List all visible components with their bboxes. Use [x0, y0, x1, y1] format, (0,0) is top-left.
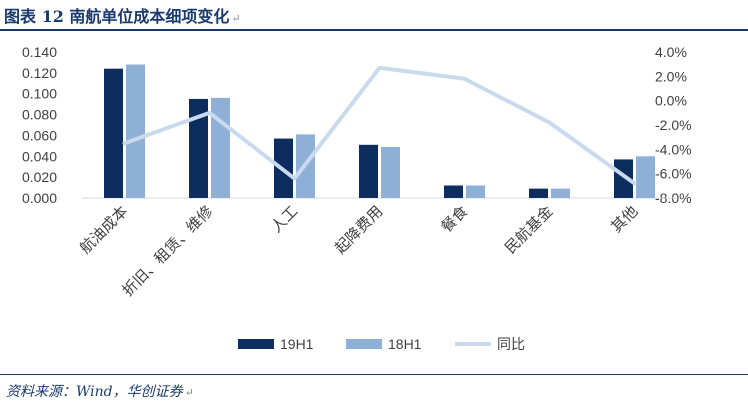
y-axis-left: 0.000 0.020 0.040 0.060 0.080 0.100 0.120 0.140	[22, 44, 57, 206]
y-left-tick-label: 0.100	[22, 86, 57, 102]
title-bar: 图表 12 南航单位成本细项变化 ↵	[0, 0, 748, 31]
bar-18h1	[466, 185, 485, 198]
y-right-tick-label: 2.0%	[655, 68, 687, 84]
x-category-label: 折旧、租赁、维修	[119, 202, 217, 300]
bar-19h1	[444, 185, 463, 198]
bar-19h1	[614, 159, 633, 198]
bar-19h1	[359, 144, 378, 198]
y-left-tick-label: 0.020	[22, 169, 57, 185]
y-left-tick-label: 0.060	[22, 127, 57, 143]
x-category-label: 餐食	[437, 202, 471, 236]
legend: 19H1 18H1 同比	[238, 336, 525, 352]
bar-18h1	[126, 64, 145, 198]
x-category-label: 其他	[607, 202, 641, 236]
y-left-tick-label: 0.000	[22, 190, 57, 206]
footer-divider	[0, 374, 748, 375]
y-left-tick-label: 0.040	[22, 148, 57, 164]
chart-title: 图表 12 南航单位成本细项变化 ↵	[4, 3, 241, 27]
title-divider	[0, 29, 748, 31]
paragraph-mark-icon: ↵	[184, 386, 194, 399]
paragraph-mark-icon: ↵	[231, 12, 241, 25]
source-note: 资料来源：Wind，华创证券 ↵	[6, 381, 194, 401]
y-axis-right: -8.0%-6.0%-4.0%-2.0%0.0%2.0%4.0%	[655, 44, 692, 206]
bar-18h1	[551, 188, 570, 198]
bar-18h1	[636, 156, 655, 198]
y-right-tick-label: 4.0%	[655, 44, 687, 60]
legend-swatch-19h1	[238, 339, 274, 349]
x-category-label: 民航基金	[501, 202, 556, 257]
legend-label: 同比	[497, 336, 525, 352]
line-series-yoy	[122, 65, 637, 186]
chart-area: 0.000 0.020 0.040 0.060 0.080 0.100 0.120 0.140…	[22, 44, 692, 352]
y-right-tick-label: -6.0%	[655, 166, 692, 182]
bar-18h1	[381, 146, 400, 198]
y-right-tick-label: -4.0%	[655, 141, 692, 157]
x-category-label: 起降费用	[331, 202, 386, 257]
legend-label: 19H1	[280, 336, 314, 352]
y-right-tick-label: 0.0%	[655, 93, 687, 109]
x-category-label: 航油成本	[76, 202, 131, 257]
y-left-tick-label: 0.080	[22, 107, 57, 123]
bar-19h1	[529, 188, 548, 198]
chart-title-text: 图表 12 南航单位成本细项变化	[4, 7, 230, 26]
y-left-tick-label: 0.120	[22, 65, 57, 81]
bar-series	[104, 64, 655, 198]
legend-label: 18H1	[388, 336, 422, 352]
x-category-label: 人工	[267, 202, 301, 236]
source-note-text: 资料来源：Wind，华创证券	[6, 384, 183, 400]
bar-19h1	[104, 68, 123, 198]
bar-18h1	[211, 97, 230, 198]
legend-swatch-18h1	[346, 339, 382, 349]
y-left-tick-label: 0.140	[22, 44, 57, 60]
y-right-tick-label: -2.0%	[655, 117, 692, 133]
bar-19h1	[189, 98, 208, 198]
